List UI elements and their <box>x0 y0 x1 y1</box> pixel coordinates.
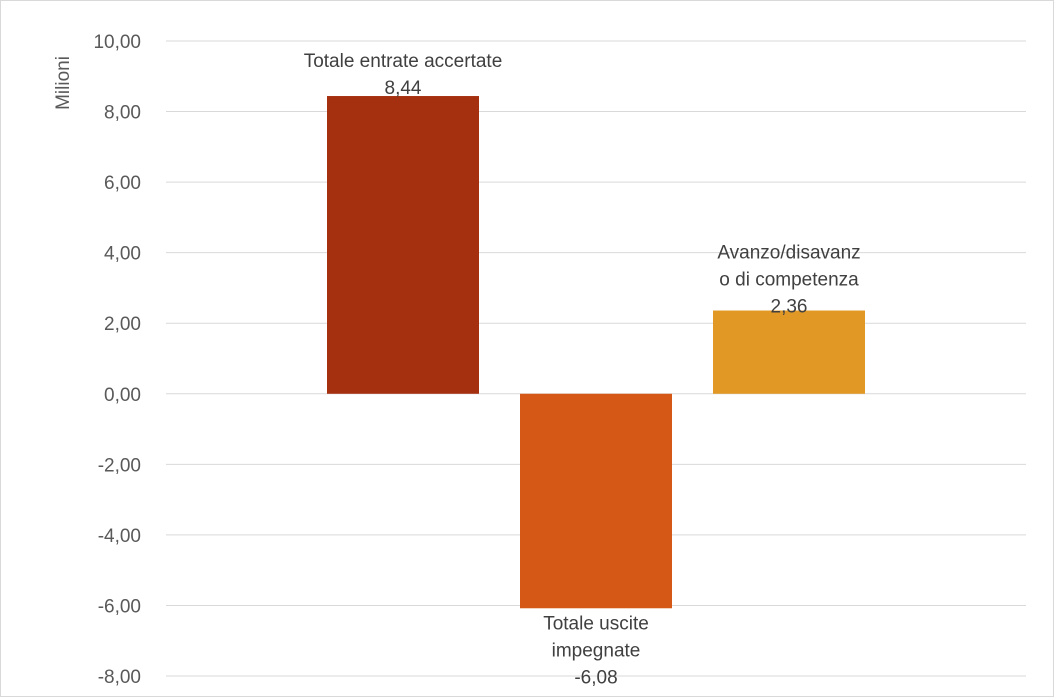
data-label: Totale entrate accertate 8,44 <box>304 51 503 99</box>
y-tick-label: -4,00 <box>98 526 141 547</box>
y-tick-label: 10,00 <box>93 32 141 53</box>
bars <box>327 96 865 609</box>
y-axis-ticks: 10,00 8,00 6,00 4,00 2,00 0,00 -2,00 -4,00 -6,00… <box>93 32 141 688</box>
data-label: Totale uscite impegnate -6,08 <box>543 613 649 688</box>
y-tick-label: 0,00 <box>104 385 141 406</box>
y-tick-label: 2,00 <box>104 314 141 335</box>
bar <box>327 96 479 394</box>
data-labels: Totale entrate accertate 8,44 Totale uscit… <box>304 51 861 688</box>
y-tick-label: -6,00 <box>98 596 141 617</box>
bar <box>520 393 672 609</box>
y-axis-title: Milioni <box>53 56 74 110</box>
y-tick-label: 6,00 <box>104 173 141 194</box>
y-tick-label: 4,00 <box>104 244 141 265</box>
y-tick-label: -2,00 <box>98 455 141 476</box>
bar <box>713 310 865 394</box>
y-tick-label: 8,00 <box>104 103 141 124</box>
y-tick-label: -8,00 <box>98 667 141 688</box>
data-label: Avanzo/disavanz o di competenza 2,36 <box>717 243 860 318</box>
